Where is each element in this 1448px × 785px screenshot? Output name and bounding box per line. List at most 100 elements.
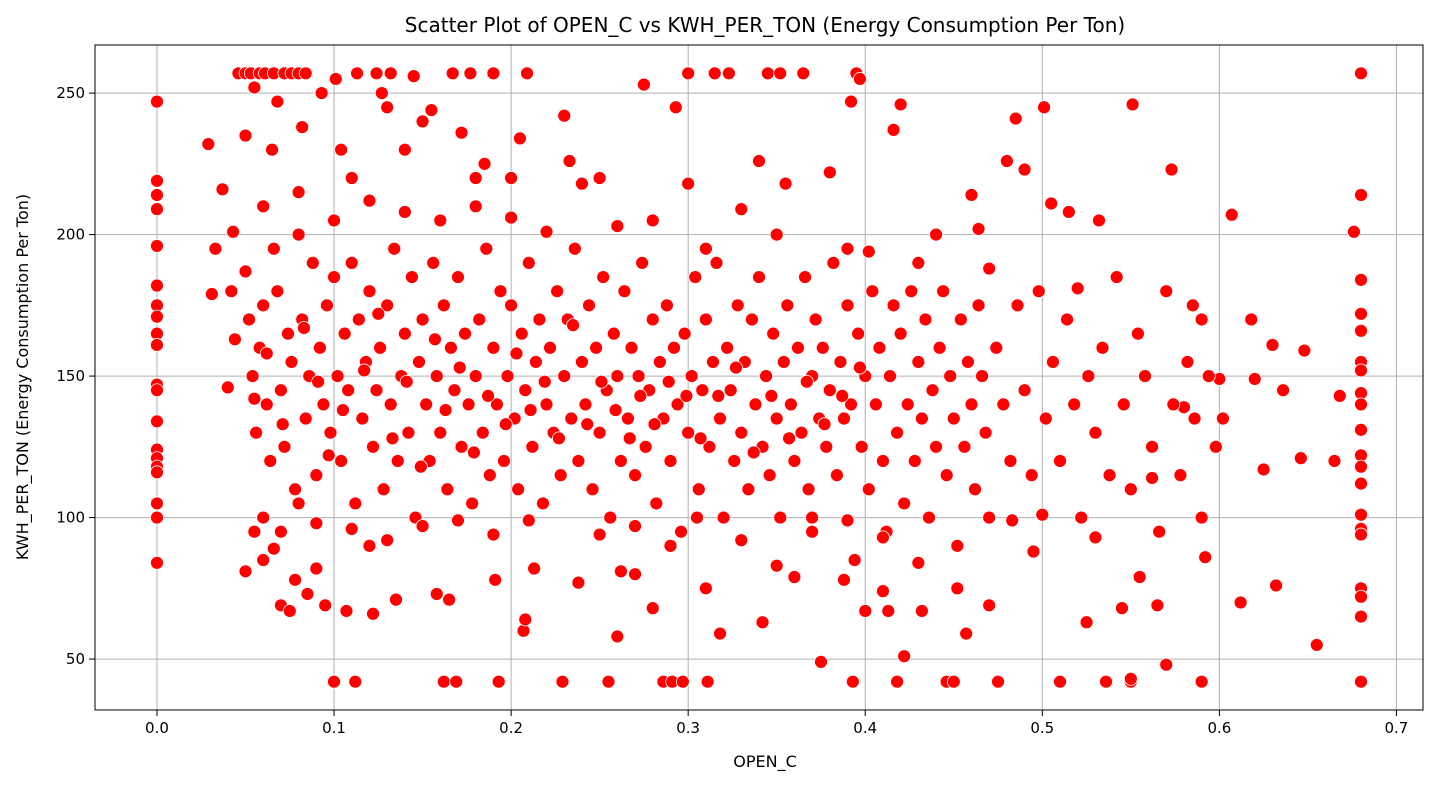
data-point	[452, 360, 467, 375]
data-point	[504, 171, 519, 185]
data-point	[670, 397, 685, 412]
data-point	[707, 66, 722, 81]
data-point	[936, 284, 951, 299]
data-point	[316, 397, 331, 412]
data-point	[711, 388, 726, 403]
data-point	[782, 431, 797, 446]
data-point	[1053, 674, 1067, 689]
data-point	[679, 388, 694, 403]
data-point	[518, 612, 533, 627]
data-point	[369, 66, 384, 81]
data-point	[858, 604, 873, 618]
data-point	[911, 255, 926, 270]
data-point	[769, 558, 784, 573]
chart-title: Scatter Plot of OPEN_C vs KWH_PER_TON (E…	[405, 13, 1125, 37]
data-point	[468, 199, 483, 214]
data-point	[511, 482, 526, 497]
data-point	[989, 340, 1004, 355]
data-point	[215, 182, 230, 197]
data-point	[567, 241, 582, 256]
data-point	[305, 255, 320, 270]
data-point	[652, 355, 667, 369]
data-point	[681, 176, 696, 191]
data-point	[387, 241, 402, 256]
data-point	[720, 340, 735, 355]
data-point	[982, 261, 997, 276]
data-point	[649, 496, 664, 511]
data-point	[488, 572, 503, 587]
data-point	[376, 482, 391, 497]
data-point	[472, 312, 487, 327]
data-point	[266, 541, 281, 556]
data-point	[1354, 609, 1368, 624]
data-point	[833, 355, 848, 369]
data-point	[374, 86, 389, 101]
data-point	[571, 575, 586, 590]
data-point	[413, 459, 428, 474]
data-point	[628, 519, 642, 533]
data-point	[247, 391, 262, 406]
data-point	[1297, 343, 1312, 358]
data-point	[245, 369, 260, 383]
data-point	[436, 674, 451, 689]
data-point	[881, 604, 896, 618]
data-point	[555, 674, 570, 689]
data-point	[734, 533, 749, 548]
data-point	[242, 312, 256, 327]
data-point	[922, 510, 936, 525]
data-point	[415, 114, 430, 129]
data-point	[397, 326, 412, 341]
data-point	[911, 555, 926, 570]
data-point	[1194, 510, 1209, 525]
data-point	[1123, 482, 1138, 497]
data-point	[578, 397, 593, 412]
data-point	[633, 388, 648, 403]
data-point	[373, 340, 387, 355]
data-point	[594, 374, 609, 389]
data-point	[585, 482, 600, 497]
data-point	[796, 66, 811, 81]
data-point	[787, 570, 802, 584]
data-point	[442, 592, 457, 607]
data-point	[433, 213, 448, 228]
data-point	[557, 369, 572, 383]
data-point	[953, 312, 968, 327]
data-point	[429, 369, 444, 383]
data-point	[282, 604, 297, 618]
data-point	[564, 411, 579, 426]
data-point	[274, 524, 288, 539]
data-point	[929, 439, 943, 454]
data-point	[362, 538, 377, 553]
data-point	[1173, 468, 1188, 483]
data-point	[486, 66, 501, 81]
data-point	[227, 332, 242, 347]
data-point	[390, 454, 405, 468]
data-point	[357, 363, 372, 378]
data-point	[610, 369, 625, 383]
data-point	[791, 340, 805, 355]
data-point	[553, 468, 568, 483]
data-point	[335, 403, 350, 417]
x-tick-label: 0.2	[499, 719, 523, 737]
data-point	[959, 626, 974, 641]
data-point	[482, 468, 497, 483]
data-point	[961, 355, 975, 369]
data-point	[1017, 383, 1032, 398]
data-point	[468, 369, 483, 383]
data-point	[601, 674, 616, 689]
data-point	[1269, 578, 1283, 593]
data-point	[592, 425, 607, 440]
data-point	[1198, 550, 1213, 565]
data-point	[389, 592, 403, 607]
data-point	[532, 312, 547, 327]
data-point	[814, 654, 828, 669]
data-point	[589, 340, 603, 355]
y-tick-label: 150	[56, 367, 85, 385]
data-point	[805, 510, 820, 525]
data-point	[886, 122, 901, 137]
y-tick-label: 100	[56, 509, 85, 527]
data-point	[259, 397, 274, 412]
data-point	[1244, 312, 1259, 327]
data-point	[451, 513, 465, 528]
data-point	[1347, 224, 1361, 239]
